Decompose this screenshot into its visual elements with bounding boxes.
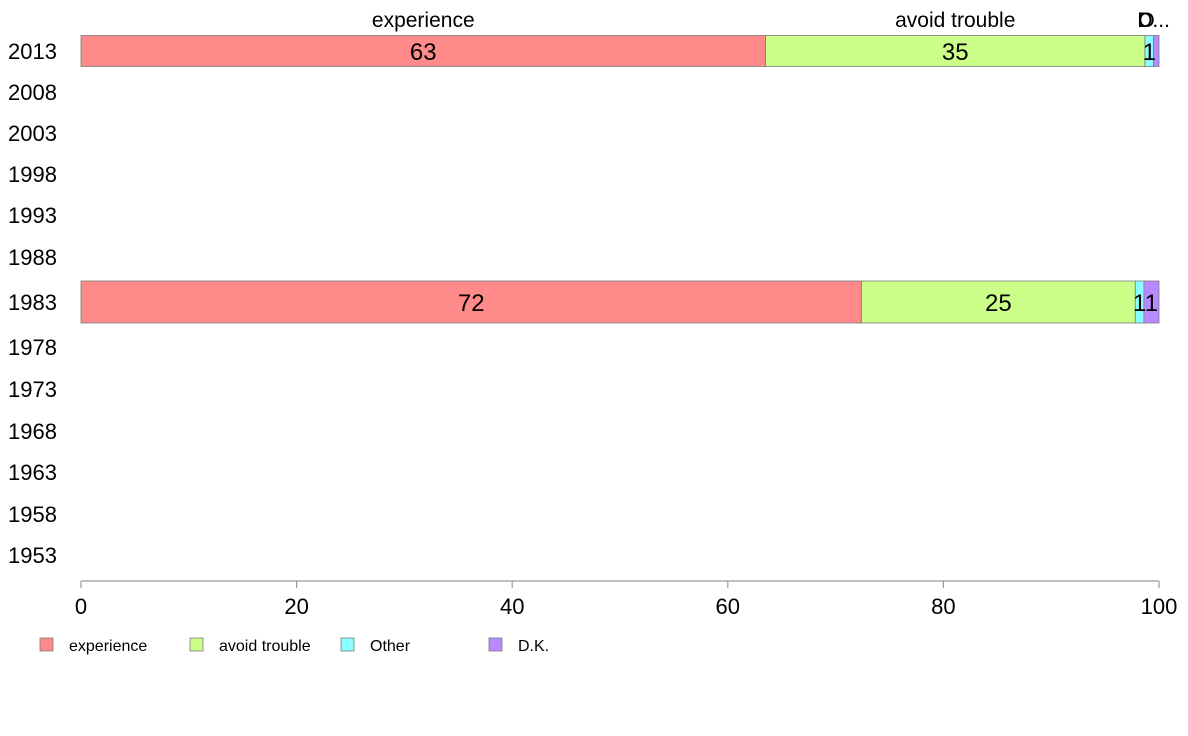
legend-swatch-avoid-trouble bbox=[189, 637, 204, 652]
year-label-1958: 1958 bbox=[8, 502, 57, 527]
x-tick-label-60: 60 bbox=[716, 594, 740, 619]
legend-swatch-experience bbox=[39, 637, 54, 652]
bar-value-label-experience-1983: 72 bbox=[458, 290, 485, 317]
bar-d-k--2013 bbox=[1153, 35, 1160, 67]
year-label-2013: 2013 bbox=[8, 39, 57, 64]
top-label-2: O bbox=[1138, 9, 1154, 32]
bar-value-label-other-1983: 1 bbox=[1133, 290, 1146, 317]
x-tick-label-40: 40 bbox=[500, 594, 524, 619]
top-series-labels: experience avoid trouble OD... bbox=[372, 9, 1170, 32]
year-label-1968: 1968 bbox=[8, 419, 57, 444]
year-label-1993: 1993 bbox=[8, 203, 57, 228]
bar-value-label-avoid-trouble-2013: 35 bbox=[942, 39, 969, 66]
bar-value-label-experience-2013: 63 bbox=[410, 39, 437, 66]
year-label-1963: 1963 bbox=[8, 460, 57, 485]
bar-avoid-trouble-1983 bbox=[861, 280, 1136, 324]
bar-value-label-avoid-trouble-1983: 25 bbox=[985, 290, 1012, 317]
year-label-1953: 1953 bbox=[8, 543, 57, 568]
x-axis: 0 20 40 60 80 100 bbox=[75, 580, 1178, 619]
top-label-0: experience bbox=[372, 9, 475, 32]
bars bbox=[80, 35, 1160, 324]
legend-label-avoid-trouble: avoid trouble bbox=[219, 638, 311, 655]
legend: experience avoid trouble Other D.K. bbox=[39, 637, 549, 655]
bar-value-labels: 63 35 172 25 11 bbox=[410, 39, 1158, 317]
bar-avoid-trouble-2013 bbox=[765, 35, 1146, 67]
x-tick-label-80: 80 bbox=[931, 594, 955, 619]
year-label-1988: 1988 bbox=[8, 245, 57, 270]
legend-label-other: Other bbox=[370, 638, 411, 655]
top-label-3: D... bbox=[1137, 9, 1170, 32]
bar-d-k--1983 bbox=[1143, 280, 1160, 324]
x-tick-label-0: 0 bbox=[75, 594, 87, 619]
bar-value-label-d-k--1983: 1 bbox=[1145, 290, 1158, 317]
year-label-1998: 1998 bbox=[8, 162, 57, 187]
year-label-1983: 1983 bbox=[8, 290, 57, 315]
x-tick-label-20: 20 bbox=[284, 594, 308, 619]
top-label-1: avoid trouble bbox=[895, 9, 1015, 32]
legend-swatch-d-k- bbox=[488, 637, 503, 652]
year-label-1973: 1973 bbox=[8, 377, 57, 402]
year-label-1978: 1978 bbox=[8, 335, 57, 360]
legend-label-d-k-: D.K. bbox=[518, 638, 549, 655]
legend-swatch-other bbox=[340, 637, 355, 652]
year-label-2008: 2008 bbox=[8, 80, 57, 105]
legend-label-experience: experience bbox=[69, 638, 147, 655]
x-tick-label-100: 100 bbox=[1141, 594, 1178, 619]
bar-value-label-other-2013: 1 bbox=[1143, 39, 1156, 66]
year-axis-labels: 2013 2008 2003 1998 1993 1988 1983 1978 1973 1968… bbox=[8, 39, 57, 568]
year-label-2003: 2003 bbox=[8, 121, 57, 146]
bar-experience-1983 bbox=[80, 280, 862, 324]
